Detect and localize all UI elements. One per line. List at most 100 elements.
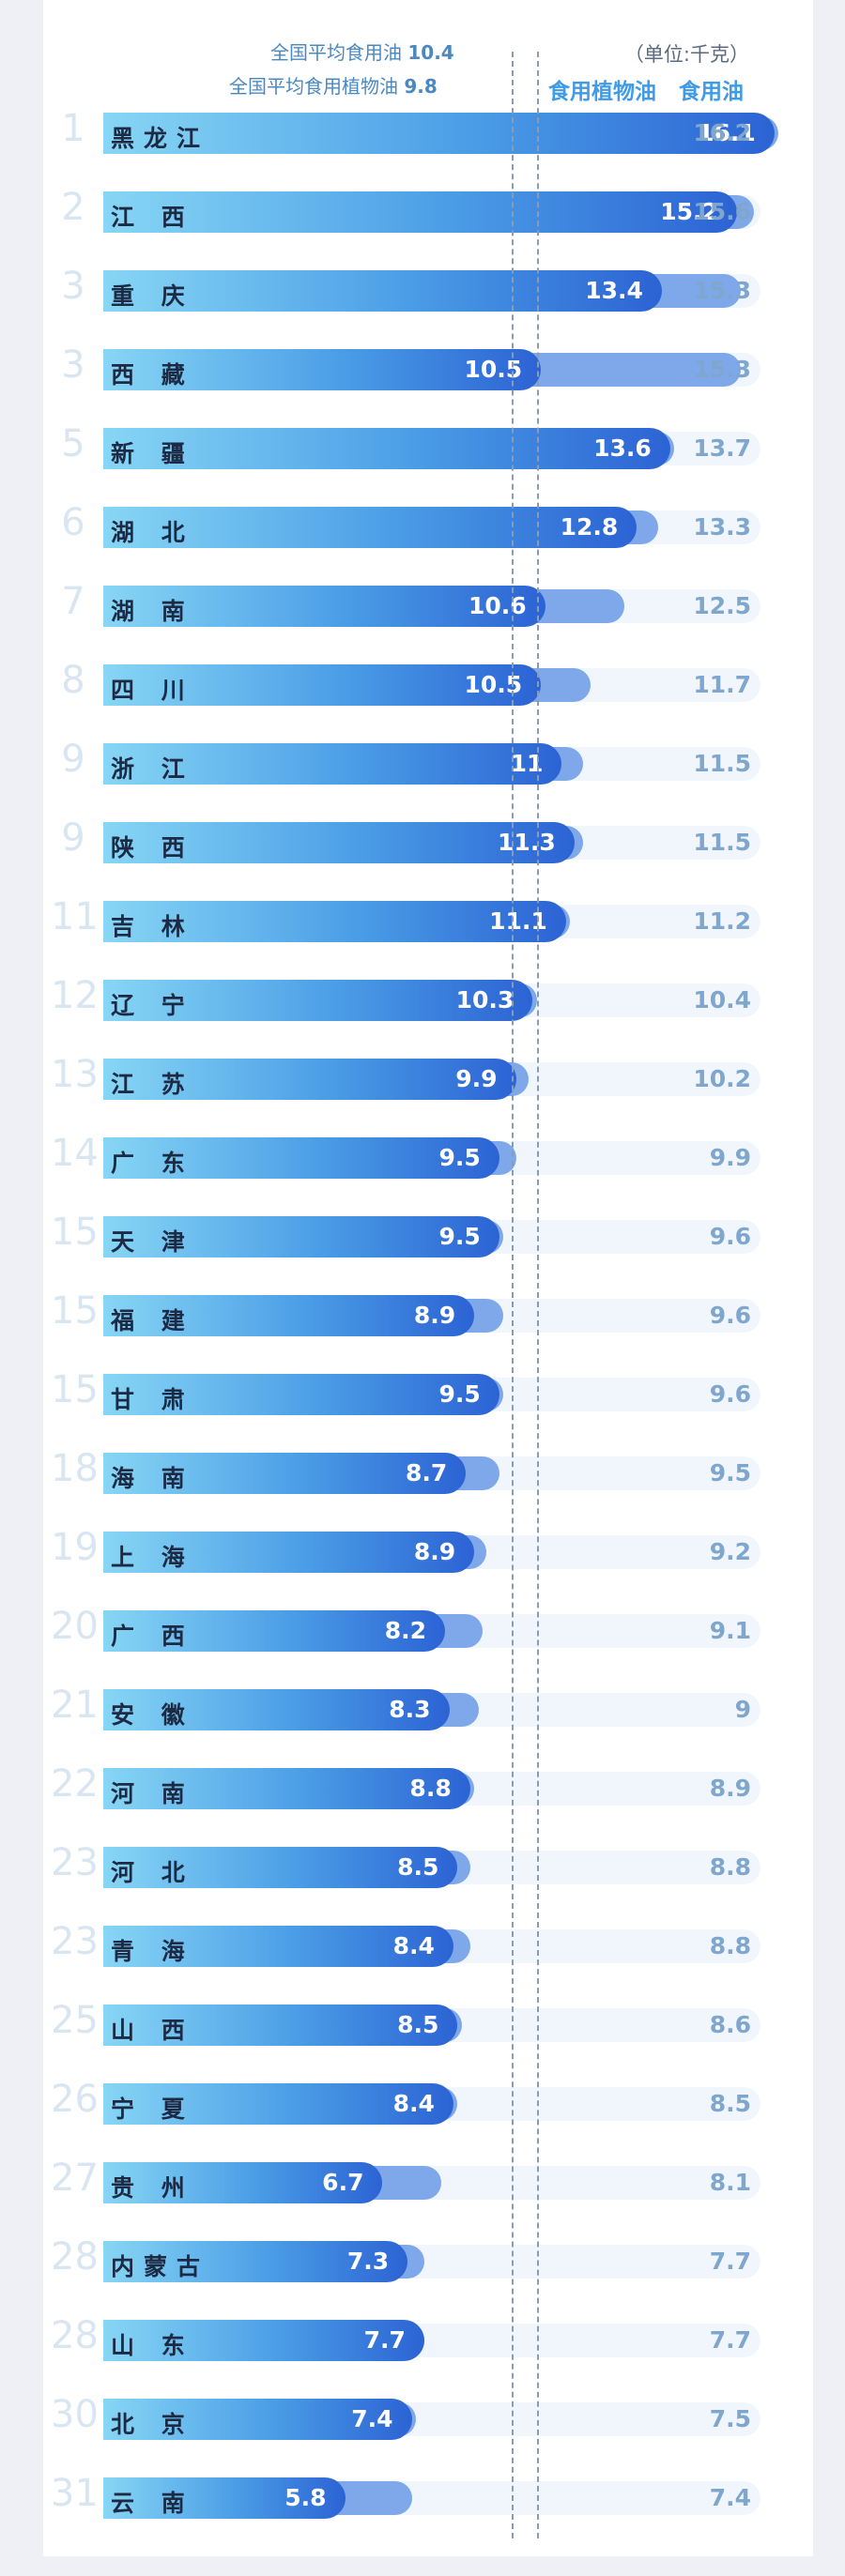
table-row: 31 云 南 5.8 7.4 xyxy=(0,2459,845,2538)
veg-oil-value-label: 8.7 xyxy=(405,1459,448,1486)
province-label: 河 南 xyxy=(111,1780,194,1807)
table-row: 21 安 徽 8.3 9 xyxy=(0,1670,845,1749)
table-row: 23 河 北 8.5 8.8 xyxy=(0,1828,845,1907)
oil-header: 食用油 xyxy=(679,80,744,104)
rank-label: 7 xyxy=(61,580,85,623)
total-oil-value-label: 9.6 xyxy=(709,1223,751,1250)
table-row: 15 甘 肃 9.5 9.6 xyxy=(0,1355,845,1434)
province-label: 重 庆 xyxy=(111,282,194,310)
veg-oil-value-label: 13.4 xyxy=(585,277,643,304)
rank-label: 5 xyxy=(61,422,85,465)
table-row: 7 湖 南 10.6 12.5 xyxy=(0,567,845,646)
rank-label: 11 xyxy=(51,895,99,938)
total-oil-value-label: 11.2 xyxy=(693,907,751,935)
total-oil-value-label: 9 xyxy=(734,1696,751,1723)
province-label: 湖 南 xyxy=(111,598,194,625)
veg-oil-value-label: 7.7 xyxy=(363,2326,406,2354)
province-label: 黑龙江 xyxy=(111,125,210,152)
veg-oil-bar xyxy=(103,664,542,706)
total-oil-value-label: 16.2 xyxy=(693,119,751,146)
table-row: 11 吉 林 11.1 11.2 xyxy=(0,882,845,961)
province-label: 青 海 xyxy=(111,1938,194,1965)
province-label: 海 南 xyxy=(111,1465,194,1492)
veg-oil-bar xyxy=(103,586,545,627)
veg-oil-bar xyxy=(103,507,638,548)
veg-oil-bar xyxy=(103,2477,346,2519)
province-label: 上 海 xyxy=(111,1544,194,1571)
rank-label: 21 xyxy=(51,1684,99,1727)
rank-label: 8 xyxy=(61,659,85,702)
total-oil-value-label: 7.7 xyxy=(709,2248,751,2275)
veg-oil-bar xyxy=(103,822,575,863)
total-oil-value-label: 10.4 xyxy=(693,986,751,1014)
veg-oil-value-label: 7.3 xyxy=(346,2248,390,2275)
total-oil-value-label: 11.5 xyxy=(693,829,751,856)
total-oil-value-label: 9.9 xyxy=(709,1144,751,1171)
table-row: 9 浙 江 11 11.5 xyxy=(0,724,845,803)
veg-oil-bar xyxy=(103,1216,499,1258)
rank-label: 23 xyxy=(51,1841,99,1884)
table-row: 18 海 南 8.7 9.5 xyxy=(0,1434,845,1513)
veg-oil-bar xyxy=(103,1453,467,1494)
province-label: 广 东 xyxy=(111,1150,194,1177)
veg-oil-value-label: 8.4 xyxy=(392,2090,435,2117)
province-label: 广 西 xyxy=(111,1623,194,1650)
veg-oil-bar xyxy=(103,1374,499,1415)
table-row: 28 内蒙古 7.3 7.7 xyxy=(0,2222,845,2301)
total-oil-value-label: 15.3 xyxy=(693,356,751,383)
veg-oil-value-label: 13.6 xyxy=(593,434,652,462)
province-label: 福 建 xyxy=(111,1307,194,1334)
table-row: 23 青 海 8.4 8.8 xyxy=(0,1907,845,1986)
veg-oil-value-label: 8.2 xyxy=(384,1617,427,1644)
province-label: 贵 州 xyxy=(111,2174,194,2202)
veg-oil-value-label: 8.8 xyxy=(409,1775,452,1802)
veg-oil-value-label: 11 xyxy=(510,750,544,777)
veg-oil-bar xyxy=(103,2241,408,2282)
veg-oil-value-label: 15.2 xyxy=(660,198,718,225)
table-row: 15 天 津 9.5 9.6 xyxy=(0,1197,845,1276)
rank-label: 25 xyxy=(51,1999,99,2042)
province-label: 天 津 xyxy=(111,1228,194,1256)
province-label: 辽 宁 xyxy=(111,992,194,1019)
table-row: 15 福 建 8.9 9.6 xyxy=(0,1276,845,1355)
chart-area: 1 黑龙江 16.1 16.2 2 江 西 15.2 15.6 3 重 庆 13.4 15.3 3 西 藏… xyxy=(0,94,845,2553)
province-label: 新 疆 xyxy=(111,440,194,467)
avg-oil-legend: 全国平均食用油 10.4 xyxy=(270,38,454,65)
total-oil-value-label: 9.5 xyxy=(709,1459,751,1486)
rank-label: 15 xyxy=(51,1211,99,1254)
avg-veg-line xyxy=(512,52,515,2538)
avg-veg-value: 9.8 xyxy=(404,75,438,98)
veg-oil-value-label: 12.8 xyxy=(560,513,619,541)
total-oil-value-label: 8.5 xyxy=(709,2090,751,2117)
rank-label: 14 xyxy=(51,1132,99,1175)
province-label: 江 西 xyxy=(111,204,194,231)
total-oil-value-label: 11.5 xyxy=(693,750,751,777)
veg-oil-value-label: 10.3 xyxy=(455,986,515,1014)
total-oil-value-label: 7.5 xyxy=(709,2405,751,2432)
veg-oil-value-label: 6.7 xyxy=(322,2169,364,2196)
rank-label: 6 xyxy=(61,501,85,544)
veg-oil-bar xyxy=(103,1847,458,1888)
province-label: 湖 北 xyxy=(111,519,194,546)
veg-oil-value-label: 8.5 xyxy=(397,1853,439,1881)
total-oil-value-label: 12.5 xyxy=(693,592,751,619)
veg-oil-value-label: 8.9 xyxy=(413,1302,456,1329)
veg-oil-bar xyxy=(103,2162,383,2203)
total-oil-value-label: 8.9 xyxy=(709,1775,751,1802)
rank-label: 20 xyxy=(51,1605,99,1648)
veg-oil-bar xyxy=(103,2083,453,2125)
veg-oil-bar xyxy=(103,1059,516,1100)
table-row: 6 湖 北 12.8 13.3 xyxy=(0,488,845,567)
rank-label: 1 xyxy=(61,107,85,150)
table-row: 1 黑龙江 16.1 16.2 xyxy=(0,94,845,173)
province-label: 北 京 xyxy=(111,2411,194,2438)
province-label: 四 川 xyxy=(111,677,194,704)
total-oil-value-label: 8.8 xyxy=(709,1853,751,1881)
total-oil-value-label: 11.7 xyxy=(693,671,751,698)
rank-label: 31 xyxy=(51,2472,99,2515)
table-row: 22 河 南 8.8 8.9 xyxy=(0,1749,845,1828)
province-label: 吉 林 xyxy=(111,913,194,940)
veg-oil-bar xyxy=(103,1768,470,1809)
